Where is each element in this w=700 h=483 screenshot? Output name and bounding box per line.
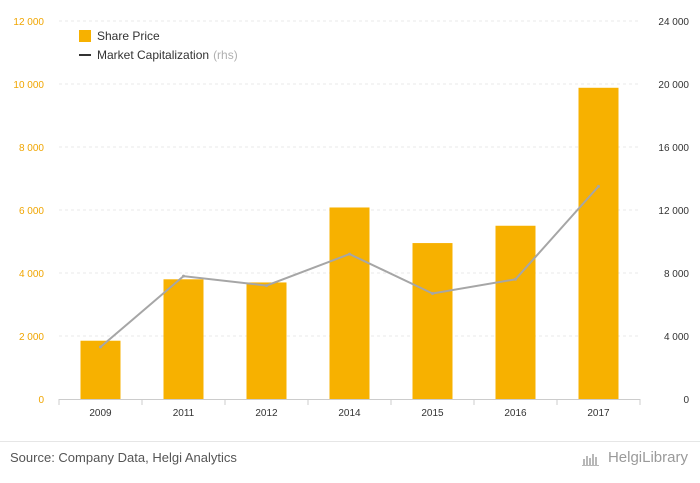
y-right-tick-label: 0: [683, 395, 689, 406]
bar-share-price: [80, 340, 121, 399]
footer-divider: [0, 441, 700, 442]
bar-share-price: [412, 243, 453, 399]
library-icon: [581, 453, 599, 466]
bar-share-price: [329, 207, 370, 399]
point-market-capitalization: [265, 284, 268, 288]
bar-share-price: [163, 279, 204, 399]
point-market-capitalization: [182, 274, 185, 278]
y-left-tick-label: 6 000: [19, 206, 44, 217]
y-right-tick-label: 24 000: [658, 17, 689, 28]
legend-rhs-suffix: (rhs): [213, 48, 238, 62]
y-right-tick-label: 12 000: [658, 206, 689, 217]
point-market-capitalization: [348, 252, 351, 256]
y-left-tick-label: 12 000: [13, 17, 44, 28]
y-right-tick-label: 16 000: [658, 143, 689, 154]
bar-share-price: [495, 225, 536, 399]
y-left-tick-label: 10 000: [13, 80, 44, 91]
y-right-tick-label: 8 000: [664, 269, 689, 280]
point-market-capitalization: [514, 277, 517, 281]
y-right-tick-label: 20 000: [658, 80, 689, 91]
point-market-capitalization: [99, 345, 102, 349]
x-tick-label: 2009: [89, 408, 112, 419]
point-market-capitalization: [431, 291, 434, 295]
brand-name: HelgiLibrary: [607, 449, 688, 466]
legend-label-share-price: Share Price: [97, 29, 160, 43]
source-note: Source: Company Data, Helgi Analytics: [10, 450, 237, 465]
point-market-capitalization: [597, 184, 600, 188]
y-left-tick-label: 8 000: [19, 143, 44, 154]
x-tick-label: 2017: [587, 408, 610, 419]
x-tick-label: 2016: [504, 408, 527, 419]
x-tick-label: 2014: [338, 408, 361, 419]
bar-share-price: [578, 87, 619, 399]
x-tick-label: 2011: [173, 408, 195, 419]
y-left-tick-label: 2 000: [19, 332, 44, 343]
x-tick-label: 2012: [255, 408, 278, 419]
bar-share-price: [246, 282, 287, 399]
y-left-tick-label: 0: [38, 395, 44, 406]
brand-logo[interactable]: HelgiLibrary: [581, 449, 688, 466]
y-left-tick-label: 4 000: [19, 269, 44, 280]
y-right-tick-label: 4 000: [664, 332, 689, 343]
legend-swatch-share-price: [79, 30, 91, 42]
x-tick-label: 2015: [421, 408, 444, 419]
legend-label-market-cap: Market Capitalization: [97, 48, 209, 62]
